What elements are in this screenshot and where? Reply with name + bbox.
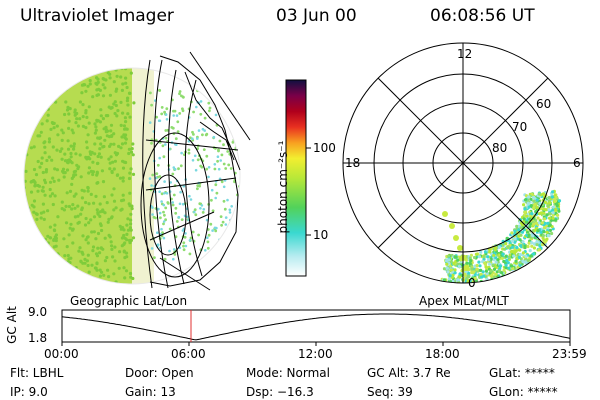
geographic-caption: Geographic Lat/Lon: [70, 294, 188, 308]
altitude-xtick-0000: 00:00: [44, 347, 79, 361]
altitude-axis-label: GC Alt: [5, 306, 19, 344]
status-gc-alt: GC Alt: 3.7 Re: [367, 366, 451, 380]
altitude-xtick-1200: 12:00: [298, 347, 333, 361]
polar-grid: [342, 42, 584, 284]
polar-caption: Apex MLat/MLT: [419, 294, 509, 308]
colorbar: [285, 79, 307, 277]
colorbar-tick-10: 10: [313, 228, 329, 242]
lat-label-80: 80: [492, 141, 508, 155]
altitude-ytick-1-8: 1.8: [28, 331, 48, 345]
status-seq: Seq: 39: [367, 385, 413, 399]
colorbar-tick-100: 100: [313, 141, 336, 155]
lat-label-60: 60: [536, 97, 552, 111]
status-glon: GLon: *****: [489, 385, 558, 399]
lat-label-70: 70: [512, 120, 528, 134]
colorbar-ticks: [306, 147, 311, 236]
status-gain: Gain: 13: [125, 385, 176, 399]
mlt-label-18: 18: [345, 156, 361, 170]
polar-aurora-image: [440, 189, 562, 283]
mlt-label-6: 6: [573, 156, 581, 170]
status-glat: GLat: *****: [489, 366, 555, 380]
instrument-title: Ultraviolet Imager: [20, 6, 174, 26]
status-dsp: Dsp: −16.3: [246, 385, 314, 399]
altitude-xtick-1800: 18:00: [425, 347, 460, 361]
earth-outline: [23, 51, 251, 291]
status-flt: Flt: LBHL: [10, 366, 64, 380]
altitude-xtick-2359: 23:59: [552, 347, 587, 361]
mlt-label-12: 12: [457, 47, 473, 61]
observation-date: 03 Jun 00: [276, 6, 357, 26]
mlt-label-0: 0: [468, 276, 476, 290]
observation-time: 06:08:56 UT: [430, 6, 535, 26]
altitude-plot: [61, 309, 571, 346]
geographic-image: [24, 68, 240, 284]
status-ip: IP: 9.0: [10, 385, 48, 399]
colorbar-unit-label: photon cm⁻²s⁻¹: [276, 140, 290, 234]
status-mode: Mode: Normal: [246, 366, 330, 380]
status-door: Door: Open: [125, 366, 194, 380]
altitude-ytick-9: 9.0: [28, 305, 48, 319]
altitude-xtick-0600: 06:00: [171, 347, 206, 361]
